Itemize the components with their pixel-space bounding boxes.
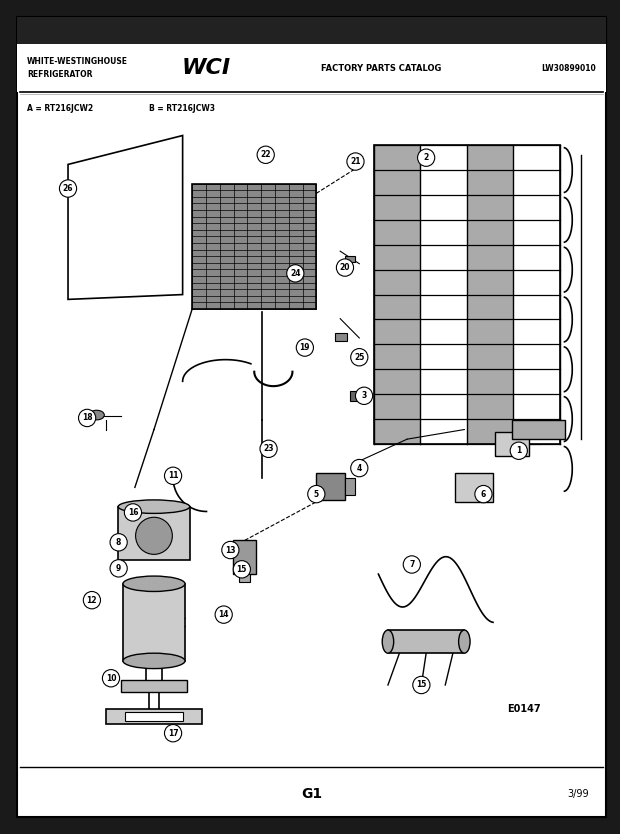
Circle shape (337, 259, 353, 276)
Text: 20: 20 (340, 263, 350, 272)
Text: 25: 25 (354, 353, 365, 362)
Circle shape (136, 517, 172, 555)
Circle shape (260, 440, 277, 458)
Circle shape (60, 180, 77, 197)
Circle shape (286, 264, 304, 282)
Bar (374, 145, 560, 444)
Text: 6: 6 (481, 490, 486, 499)
Text: 23: 23 (264, 445, 274, 454)
Bar (118, 506, 190, 560)
Text: 26: 26 (63, 184, 73, 193)
Text: WHITE-WESTINGHOUSE: WHITE-WESTINGHOUSE (27, 57, 128, 66)
Text: 18: 18 (82, 414, 92, 423)
Text: 22: 22 (260, 150, 271, 159)
Bar (467, 145, 513, 444)
Circle shape (308, 485, 325, 503)
Bar (512, 420, 565, 440)
Bar (125, 712, 183, 721)
Circle shape (164, 467, 182, 485)
Text: A = RT216JCW2: A = RT216JCW2 (27, 104, 93, 113)
Bar (345, 478, 355, 495)
Text: 10: 10 (106, 674, 117, 683)
Text: 19: 19 (299, 343, 310, 352)
Text: 14: 14 (218, 610, 229, 619)
Circle shape (347, 153, 364, 170)
Ellipse shape (118, 500, 190, 514)
Bar (495, 432, 529, 455)
Circle shape (215, 606, 232, 623)
Text: B = RT216JCW3: B = RT216JCW3 (149, 104, 215, 113)
Circle shape (79, 409, 95, 427)
Circle shape (222, 541, 239, 559)
Bar (335, 333, 347, 341)
Ellipse shape (382, 630, 394, 653)
Text: E0147: E0147 (507, 704, 541, 714)
Circle shape (413, 676, 430, 694)
Bar (345, 256, 355, 262)
Text: 1: 1 (516, 446, 521, 455)
Text: 3/99: 3/99 (567, 789, 588, 799)
Text: G1: G1 (301, 787, 322, 801)
Circle shape (510, 442, 528, 460)
Bar (316, 473, 345, 500)
Ellipse shape (123, 576, 185, 591)
Circle shape (110, 534, 127, 551)
Bar (192, 183, 316, 309)
Circle shape (110, 560, 127, 577)
Text: REFRIGERATOR: REFRIGERATOR (27, 70, 92, 79)
Text: 11: 11 (168, 471, 179, 480)
Circle shape (351, 349, 368, 366)
Text: 3: 3 (361, 391, 366, 400)
Polygon shape (68, 135, 183, 299)
Circle shape (233, 560, 250, 578)
Text: 15: 15 (416, 681, 427, 690)
Text: FACTORY PARTS CATALOG: FACTORY PARTS CATALOG (321, 63, 441, 73)
Bar (233, 540, 256, 574)
Circle shape (355, 387, 373, 404)
Circle shape (125, 504, 141, 521)
Text: 12: 12 (87, 595, 97, 605)
Circle shape (351, 460, 368, 477)
Bar (120, 681, 187, 691)
Bar (17, 44, 606, 92)
Circle shape (403, 555, 420, 573)
Bar (374, 145, 420, 444)
Text: 15: 15 (237, 565, 247, 574)
Text: 9: 9 (116, 564, 122, 573)
Text: WCI: WCI (182, 58, 231, 78)
Ellipse shape (89, 410, 104, 420)
Text: 7: 7 (409, 560, 415, 569)
Circle shape (475, 485, 492, 503)
Text: 24: 24 (290, 269, 301, 278)
Text: 5: 5 (314, 490, 319, 499)
Bar (239, 574, 250, 582)
Bar (455, 473, 493, 502)
Circle shape (296, 339, 314, 356)
Text: 2: 2 (423, 153, 429, 162)
Bar (17, 17, 606, 44)
Bar (350, 391, 363, 400)
Ellipse shape (459, 630, 470, 653)
Circle shape (257, 146, 274, 163)
Bar (106, 709, 202, 724)
Bar (388, 630, 464, 653)
Circle shape (83, 591, 100, 609)
Text: 17: 17 (168, 729, 179, 738)
Text: 4: 4 (356, 464, 362, 473)
Text: LW30899010: LW30899010 (541, 63, 596, 73)
Circle shape (417, 149, 435, 166)
Text: 21: 21 (350, 157, 361, 166)
Circle shape (164, 725, 182, 742)
Text: 13: 13 (225, 545, 236, 555)
Text: 8: 8 (116, 538, 122, 547)
Bar (123, 584, 185, 661)
Text: 16: 16 (128, 508, 138, 517)
Ellipse shape (123, 653, 185, 669)
Circle shape (102, 670, 120, 687)
